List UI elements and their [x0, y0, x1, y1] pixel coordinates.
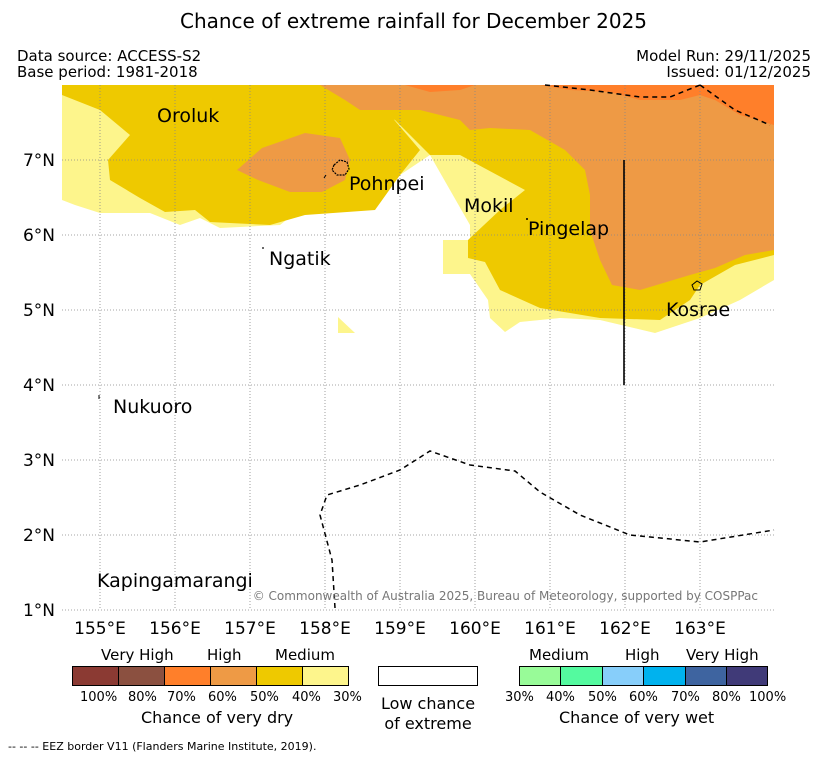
legend-wet-very-high-label: Very High: [686, 646, 759, 664]
legend-wet-swatch-70: [685, 666, 727, 686]
pingelap-island-icon: [526, 218, 528, 220]
lon-label: 158°E: [299, 619, 351, 639]
legend-dry-pct: 60%: [208, 690, 237, 705]
legend-wet-swatch-30: [519, 666, 561, 686]
lat-label: 6°N: [23, 226, 55, 246]
lat-label: 7°N: [23, 151, 55, 171]
legend-wet-pct: 50%: [588, 690, 617, 705]
lon-label: 163°E: [674, 619, 726, 639]
legend-wet-caption: Chance of very wet: [559, 708, 715, 727]
kosrae-island-icon: [691, 280, 703, 291]
legend-dry-pct: 70%: [167, 690, 196, 705]
map-fill-layer: [62, 85, 774, 610]
legend-dry-pct: 30%: [333, 690, 362, 705]
copyright-notice: © Commonwealth of Australia 2025, Bureau…: [253, 589, 758, 603]
eez-border: [319, 84, 775, 609]
legend-dry-caption: Chance of very dry: [141, 708, 294, 727]
region-dry-high-70-top: [540, 85, 774, 125]
lat-label: 5°N: [23, 301, 55, 321]
legend-wet-pct: 60%: [629, 690, 658, 705]
label-oroluk: Oroluk: [157, 105, 219, 127]
model-run: Model Run: 29/11/2025: [636, 47, 811, 65]
legend-dry-swatch-40: [302, 666, 349, 686]
legend-low-line2: of extreme: [384, 714, 472, 733]
issued-date: Issued: 01/12/2025: [666, 63, 811, 81]
legend-wet-swatch-60: [643, 666, 686, 686]
legend-wet-pct: 30%: [505, 690, 534, 705]
legend-low-line1: Low chance: [380, 694, 476, 713]
legend-wet-high-label: High: [625, 646, 660, 664]
label-nukuoro: Nukuoro: [113, 396, 192, 418]
legend-dry-medium-label: Medium: [275, 646, 335, 664]
region-dry-high-60-east: [320, 85, 774, 290]
oroluk-dot-icon: [323, 174, 327, 179]
rainfall-map: Oroluk Pohnpei Mokil Pingelap Ngatik Kos…: [23, 84, 775, 639]
data-source: Data source: ACCESS-S2: [17, 47, 202, 65]
legend-dry-high-label: High: [207, 646, 242, 664]
legend-dry-pct: 80%: [128, 690, 157, 705]
legend-dry-pct: 40%: [292, 690, 321, 705]
lat-label: 3°N: [23, 451, 55, 471]
lat-label: 4°N: [23, 376, 55, 396]
region-dry-high-60-pohnpei: [237, 133, 350, 192]
grid: [62, 85, 774, 611]
lon-label: 159°E: [374, 619, 426, 639]
legend-low-swatch: [378, 666, 478, 686]
legend-dry-very-high-label: Very High: [101, 646, 174, 664]
label-kosrae: Kosrae: [666, 299, 730, 321]
region-dry-high-70-small: [405, 85, 475, 92]
ngatik-island-icon: [262, 247, 264, 249]
legend-wet-swatch-50: [602, 666, 644, 686]
legend-wet-swatch-80: [726, 666, 768, 686]
legend-dry-swatch-60: [210, 666, 257, 686]
region-dry-medium-50-west: [62, 85, 420, 225]
chart-title: Chance of extreme rainfall for December …: [179, 9, 648, 33]
label-pohnpei: Pohnpei: [349, 173, 425, 195]
lon-label: 155°E: [74, 619, 126, 639]
legend-dry-pct: 50%: [250, 690, 279, 705]
legend-wet-medium-label: Medium: [529, 646, 589, 664]
legend-dry-swatch-80: [118, 666, 165, 686]
lat-label: 1°N: [23, 601, 55, 621]
label-mokil: Mokil: [464, 195, 514, 217]
base-period: Base period: 1981-2018: [17, 63, 198, 81]
lon-label: 161°E: [524, 619, 576, 639]
lon-label: 162°E: [599, 619, 651, 639]
lat-label: 2°N: [23, 526, 55, 546]
legend-wet-pct: 100%: [749, 690, 787, 705]
legend-wet-pct: 40%: [546, 690, 575, 705]
legend-dry-pct: 100%: [80, 690, 118, 705]
pohnpei-island-icon: [331, 159, 350, 176]
legend-dry-swatch-50: [256, 666, 303, 686]
eez-footnote: -- -- -- EEZ border V11 (Flanders Marine…: [8, 740, 317, 753]
label-pingelap: Pingelap: [528, 218, 609, 240]
label-kapingamarangi: Kapingamarangi: [97, 570, 253, 592]
label-ngatik: Ngatik: [269, 248, 331, 270]
legend-dry-swatch-70: [164, 666, 211, 686]
region-dry-medium-40-patch: [338, 317, 355, 333]
lon-label: 160°E: [449, 619, 501, 639]
lon-label: 156°E: [149, 619, 201, 639]
legend-wet-swatch-40: [560, 666, 603, 686]
lon-label: 157°E: [224, 619, 276, 639]
legend-wet-pct: 80%: [712, 690, 741, 705]
legend-dry-swatch-100: [72, 666, 119, 686]
legend-wet-pct: 70%: [671, 690, 700, 705]
